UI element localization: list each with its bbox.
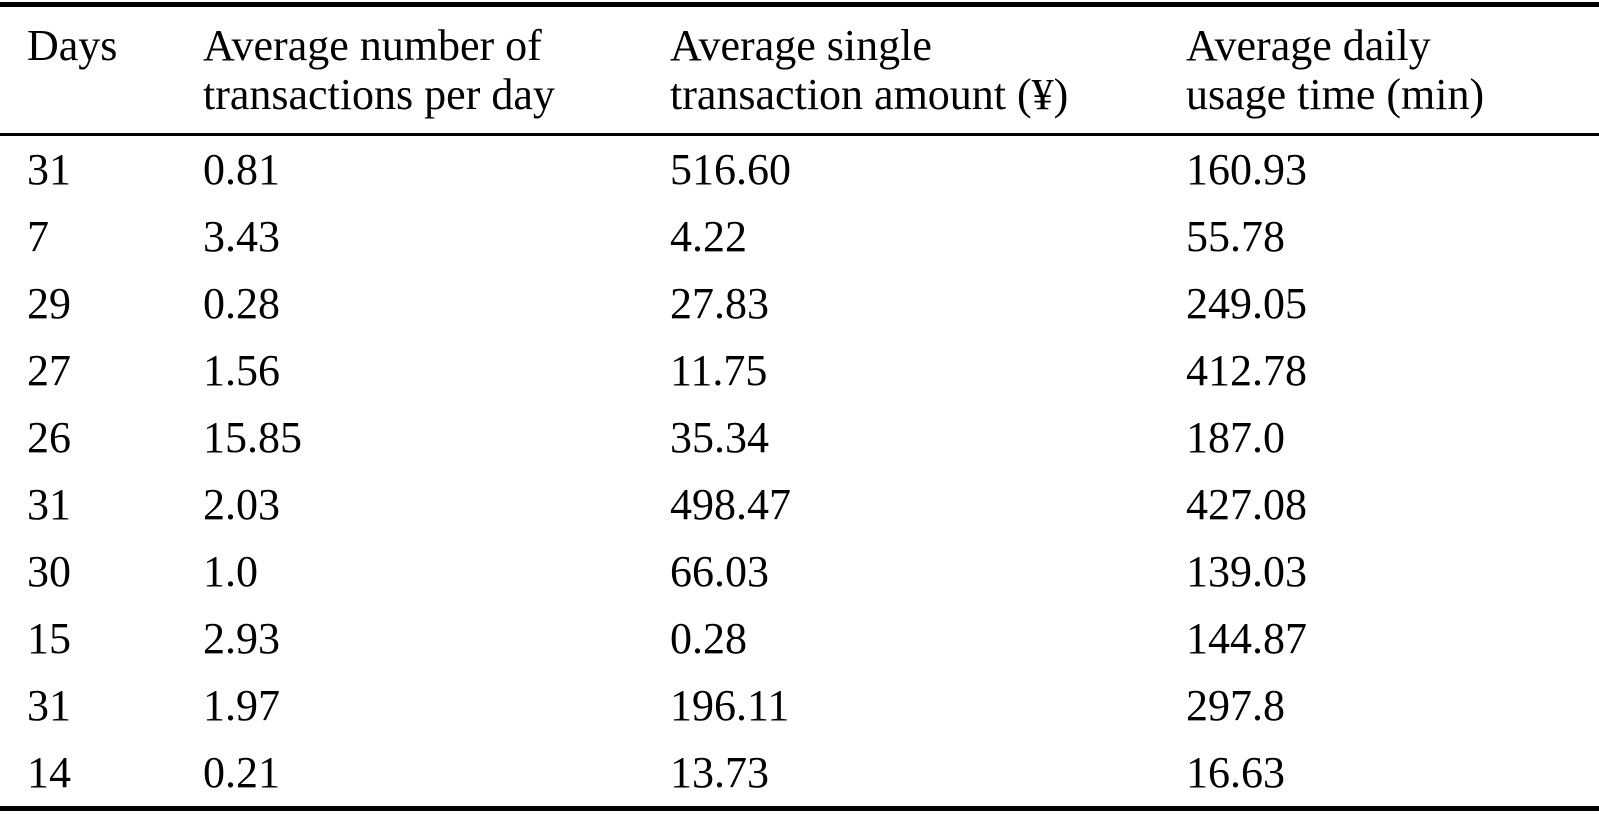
table-row: 31 2.03 498.47 427.08 <box>0 471 1599 538</box>
column-header-avg-usage-time: Average daily usage time (min) <box>1186 7 1599 136</box>
column-header-avg-amount: Average single transaction amount (¥) <box>670 7 1186 136</box>
table-row: 26 15.85 35.34 187.0 <box>0 404 1599 471</box>
cell-avg-amount: 0.28 <box>670 614 747 663</box>
table-row: 29 0.28 27.83 249.05 <box>0 270 1599 337</box>
table-row: 30 1.0 66.03 139.03 <box>0 538 1599 605</box>
cell-avg-usage-time: 412.78 <box>1186 346 1307 395</box>
cell-days: 31 <box>27 681 71 730</box>
table-row: 27 1.56 11.75 412.78 <box>0 337 1599 404</box>
table-row: 7 3.43 4.22 55.78 <box>0 203 1599 270</box>
cell-avg-amount: 27.83 <box>670 279 769 328</box>
cell-avg-amount: 11.75 <box>670 346 768 395</box>
cell-avg-amount: 196.11 <box>670 681 790 730</box>
bottom-rule <box>0 806 1599 811</box>
column-header-avg-transactions: Average number of transactions per day <box>203 7 670 136</box>
column-header-days: Days <box>0 7 203 136</box>
cell-avg-transactions: 0.28 <box>203 279 280 328</box>
cell-avg-amount: 35.34 <box>670 413 769 462</box>
cell-avg-usage-time: 144.87 <box>1186 614 1307 663</box>
cell-avg-transactions: 1.97 <box>203 681 280 730</box>
cell-avg-amount: 66.03 <box>670 547 769 596</box>
top-rule <box>0 2 1599 7</box>
cell-days: 30 <box>27 547 71 596</box>
cell-avg-usage-time: 55.78 <box>1186 212 1285 261</box>
cell-avg-usage-time: 139.03 <box>1186 547 1307 596</box>
cell-avg-usage-time: 297.8 <box>1186 681 1285 730</box>
cell-days: 15 <box>27 614 71 663</box>
cell-avg-usage-time: 16.63 <box>1186 748 1285 797</box>
cell-avg-amount: 13.73 <box>670 748 769 797</box>
data-table: Days Average number of transactions per … <box>0 7 1599 806</box>
cell-avg-usage-time: 249.05 <box>1186 279 1307 328</box>
table-row: 31 0.81 516.60 160.93 <box>0 135 1599 204</box>
cell-avg-transactions: 1.0 <box>203 547 258 596</box>
cell-avg-amount: 516.60 <box>670 145 791 194</box>
cell-avg-transactions: 15.85 <box>203 413 302 462</box>
table-header: Days Average number of transactions per … <box>0 7 1599 136</box>
cell-avg-transactions: 2.03 <box>203 480 280 529</box>
header-row: Days Average number of transactions per … <box>0 7 1599 136</box>
cell-avg-amount: 498.47 <box>670 480 791 529</box>
cell-days: 27 <box>27 346 71 395</box>
cell-days: 7 <box>27 212 49 261</box>
table-body: 31 0.81 516.60 160.93 7 3.43 4.22 55.78 … <box>0 135 1599 807</box>
cell-avg-usage-time: 427.08 <box>1186 480 1307 529</box>
cell-days: 14 <box>27 748 71 797</box>
table-row: 14 0.21 13.73 16.63 <box>0 739 1599 806</box>
cell-days: 26 <box>27 413 71 462</box>
cell-avg-transactions: 0.21 <box>203 748 280 797</box>
cell-days: 31 <box>27 145 71 194</box>
cell-avg-transactions: 2.93 <box>203 614 280 663</box>
table-row: 15 2.93 0.28 144.87 <box>0 605 1599 672</box>
cell-avg-usage-time: 187.0 <box>1186 413 1285 462</box>
cell-days: 29 <box>27 279 71 328</box>
cell-avg-transactions: 0.81 <box>203 145 280 194</box>
cell-avg-amount: 4.22 <box>670 212 747 261</box>
cell-avg-usage-time: 160.93 <box>1186 145 1307 194</box>
table-row: 31 1.97 196.11 297.8 <box>0 672 1599 739</box>
cell-avg-transactions: 1.56 <box>203 346 280 395</box>
cell-avg-transactions: 3.43 <box>203 212 280 261</box>
cell-days: 31 <box>27 480 71 529</box>
